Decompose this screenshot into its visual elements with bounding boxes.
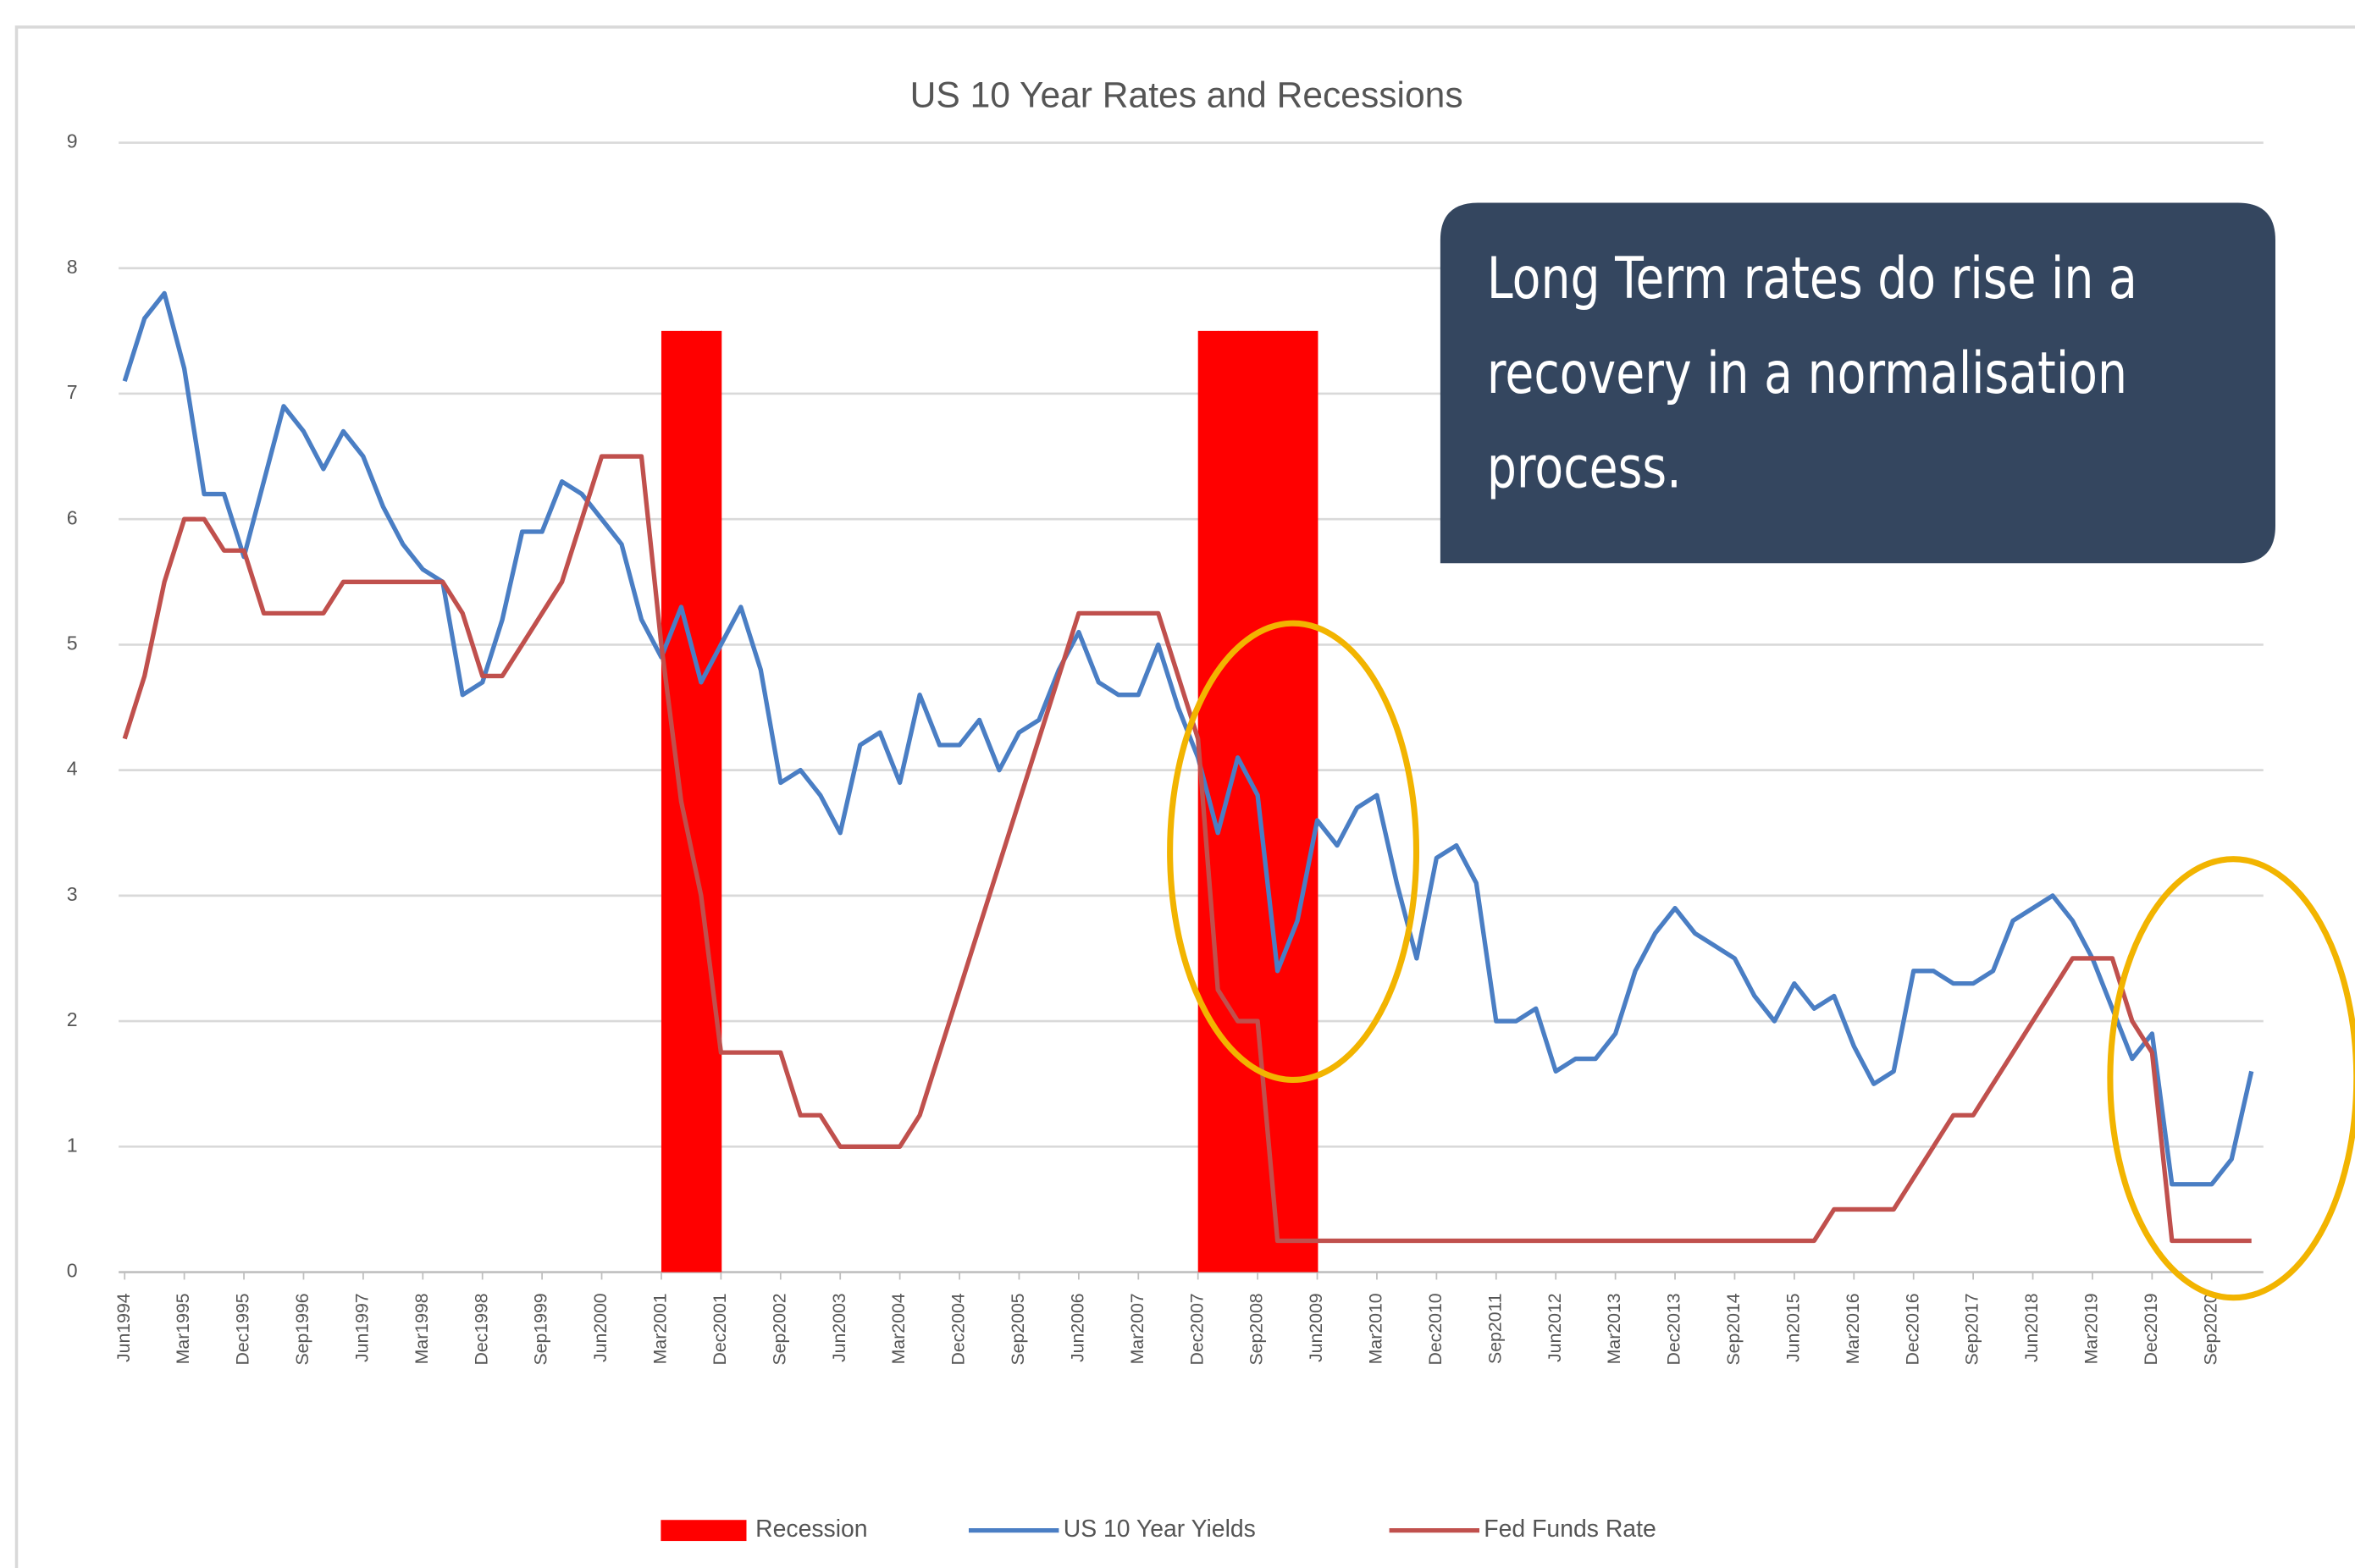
x-tick-label: Mar2016 — [1843, 1293, 1863, 1364]
x-tick-label: Jun1994 — [113, 1293, 134, 1362]
x-tick-label: Jun2000 — [590, 1293, 611, 1362]
y-tick-label: 7 — [67, 381, 78, 403]
x-tick-label: Sep2008 — [1247, 1293, 1267, 1365]
x-tick-label: Sep1996 — [292, 1293, 312, 1365]
x-tick-label: Jun2015 — [1783, 1293, 1803, 1362]
x-tick-label: Mar1995 — [173, 1293, 193, 1364]
y-tick-label: 3 — [67, 883, 78, 905]
x-tick-label: Mar2010 — [1366, 1293, 1386, 1364]
y-tick-label: 5 — [67, 632, 78, 654]
series-line — [122, 454, 2252, 1244]
x-tick-label: Jun2012 — [1545, 1293, 1565, 1362]
x-tick-label: Sep2020 — [2200, 1293, 2220, 1365]
x-tick-label: Mar2004 — [888, 1293, 909, 1364]
y-tick-label: 6 — [67, 506, 78, 528]
x-tick-label: Sep1999 — [531, 1293, 551, 1365]
chart-title: US 10 Year Rates and Recessions — [910, 75, 1463, 116]
annotation-line: process. — [1487, 434, 1682, 501]
labels: 0 1 2 3 4 5 6 7 8 9 Jun1994 Mar1995 Dec1995 Sep1996 Ju… — [67, 130, 2221, 1366]
x-tick-label: Sep2017 — [1962, 1293, 1982, 1365]
recession-bar — [1237, 330, 1259, 1273]
x-tick-label: Sep2014 — [1723, 1293, 1744, 1365]
x-tick-label: Jun1997 — [352, 1293, 373, 1362]
annotation-line: recovery in a normalisation — [1487, 340, 2127, 407]
x-tick-label: Dec2004 — [948, 1293, 969, 1365]
x-tick-label: Dec2019 — [2141, 1293, 2161, 1365]
annotation-line: Long Term rates do rise in a — [1487, 246, 2137, 312]
x-tick-label: Dec2016 — [1902, 1293, 1922, 1365]
y-tick-label: 9 — [67, 130, 78, 152]
x-tick-label: Dec2007 — [1186, 1293, 1207, 1365]
x-tick-label: Dec1998 — [471, 1293, 491, 1365]
x-tick-label: Mar1998 — [412, 1293, 432, 1364]
x-tick-label: Jun2003 — [829, 1293, 849, 1362]
recession-bar — [661, 330, 683, 1273]
legend-label: US 10 Year Yields — [1064, 1516, 1256, 1543]
legend-label: Recession — [755, 1516, 867, 1543]
x-tick-label: Dec2001 — [710, 1293, 730, 1365]
x-tick-label: Sep2005 — [1008, 1293, 1028, 1365]
frame — [14, 25, 2355, 1568]
legend: Recession US 10 Year Yields Fed Funds Rate — [661, 1516, 1656, 1543]
x-tick-label: Jun2006 — [1067, 1293, 1087, 1362]
x-tick-label: Dec2010 — [1425, 1293, 1446, 1365]
recession-bar — [1297, 330, 1318, 1273]
x-tick-label: Mar2013 — [1604, 1293, 1624, 1364]
y-tick-label: 2 — [67, 1008, 78, 1030]
x-tick-label: Dec1995 — [233, 1293, 253, 1365]
recession-bar — [1277, 330, 1298, 1273]
recession-bar — [681, 330, 702, 1273]
y-tick-label: 4 — [67, 758, 78, 780]
annotation: Long Term rates do rise in a recovery in … — [1440, 202, 2275, 564]
legend-swatch — [661, 1520, 747, 1542]
x-tick-label: Jun2018 — [2021, 1293, 2042, 1362]
x-tick-label: Jun2009 — [1306, 1293, 1326, 1362]
x-tick-label: Sep2011 — [1484, 1293, 1505, 1364]
x-tick-label: Dec2013 — [1664, 1293, 1684, 1365]
y-tick-label: 0 — [67, 1260, 78, 1282]
y-tick-label: 1 — [67, 1134, 78, 1156]
x-tick-label: Mar2007 — [1127, 1293, 1147, 1364]
highlight-ellipse — [1167, 620, 1420, 1084]
annotation-box — [1440, 202, 2275, 564]
recession-bar — [700, 330, 722, 1273]
legend-label: Fed Funds Rate — [1484, 1516, 1656, 1543]
x-tick-label: Mar2001 — [650, 1293, 671, 1364]
x-tick-label: Sep2002 — [769, 1293, 789, 1365]
x-tick-label: Mar2019 — [2081, 1293, 2102, 1364]
y-tick-label: 8 — [67, 256, 78, 278]
highlight-ellipse — [2107, 856, 2355, 1301]
